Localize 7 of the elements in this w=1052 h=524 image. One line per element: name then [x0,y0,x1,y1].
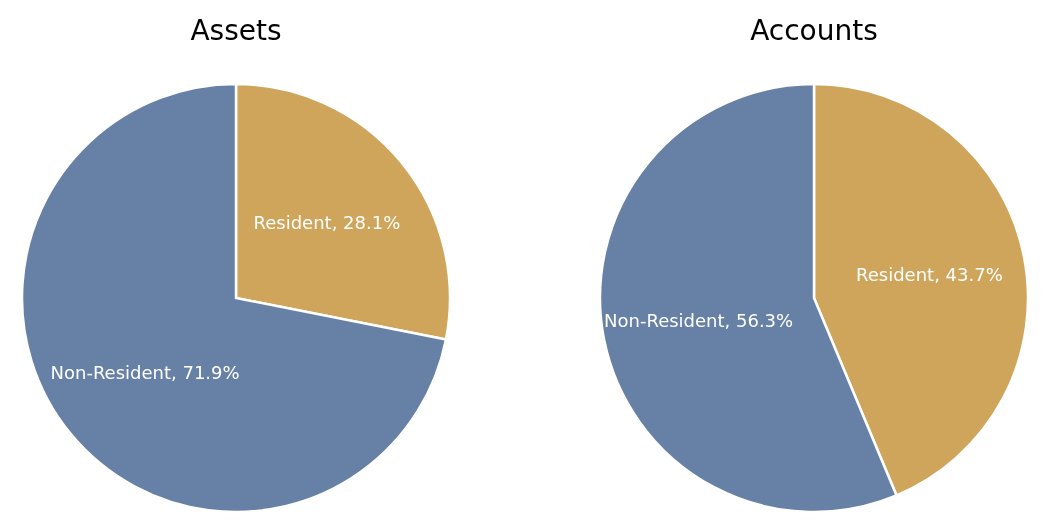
chart-title: Assets [190,14,282,47]
slice-label: Resident, 28.1% [253,212,401,234]
slice-label: Resident, 43.7% [856,263,1003,285]
pie-slice [20,82,448,514]
chart-title: Accounts [750,14,878,47]
slice-label: Non-Resident, 56.3% [604,310,794,332]
slice-label: Non-Resident, 71.9% [50,361,240,383]
